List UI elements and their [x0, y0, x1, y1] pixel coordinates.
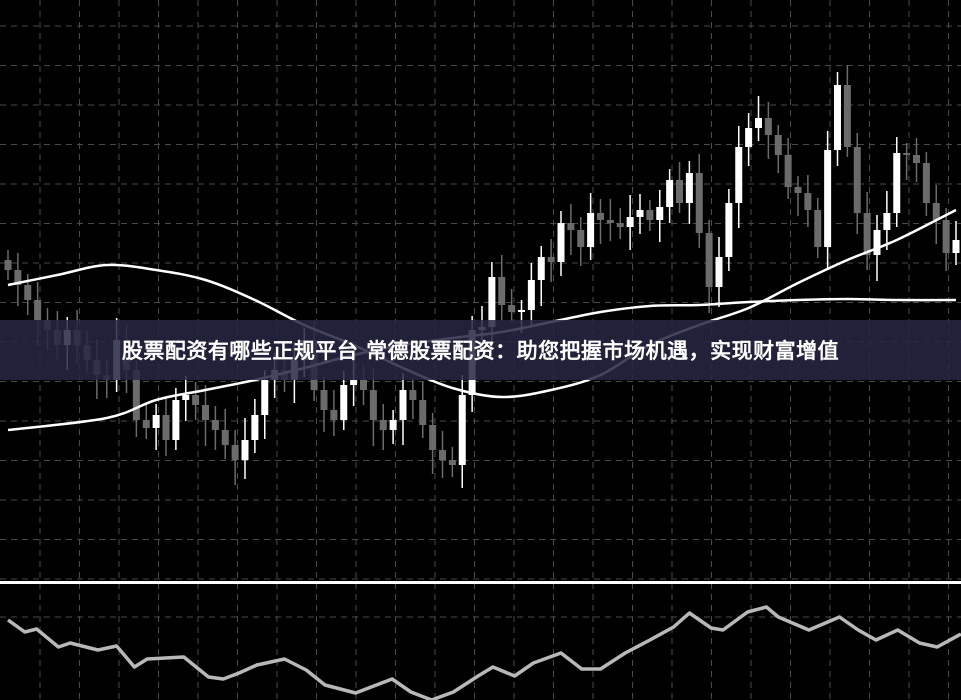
- moving-average-fast: [7, 208, 957, 399]
- candle-bearish: [24, 285, 32, 300]
- candle-bullish: [755, 118, 762, 128]
- candle-bearish: [211, 420, 219, 430]
- candle-bullish: [636, 210, 644, 217]
- candle-bearish: [439, 450, 446, 460]
- candle-bearish: [863, 213, 871, 255]
- candle-bullish: [883, 213, 891, 230]
- candle-bearish: [597, 213, 604, 220]
- candle-bullish: [725, 203, 733, 257]
- candle-bearish: [330, 410, 338, 420]
- candle-bearish: [903, 153, 911, 155]
- candle-bullish: [587, 213, 595, 247]
- candle-bearish: [221, 430, 229, 445]
- candle-bearish: [784, 155, 792, 187]
- panel-separator: [0, 581, 961, 584]
- candle-bearish: [913, 155, 920, 163]
- candle-bullish: [656, 207, 664, 220]
- candle-bearish: [132, 370, 140, 420]
- candle-bullish: [735, 147, 743, 203]
- candle-bullish: [824, 150, 832, 247]
- candle-bearish: [379, 420, 387, 430]
- candle-bullish: [518, 310, 525, 312]
- candle-bearish: [606, 220, 614, 223]
- candle-bullish: [152, 415, 160, 428]
- candle-bearish: [804, 193, 812, 210]
- candle-bearish: [616, 223, 624, 227]
- title-text: 股票配资有哪些正规平台 常德股票配资：助您把握市场机遇，实现财富增值: [121, 339, 840, 363]
- candle-bullish: [389, 420, 397, 430]
- title-banner: 股票配资有哪些正规平台 常德股票配资：助您把握市场机遇，实现财富增值: [0, 320, 961, 380]
- candle-bearish: [764, 118, 772, 135]
- candle-bullish: [893, 153, 901, 213]
- candle-bullish: [557, 223, 565, 262]
- candle-bullish: [685, 173, 693, 203]
- candle-bullish: [172, 400, 180, 440]
- candle-bearish: [4, 260, 12, 270]
- candle-bullish: [745, 128, 753, 147]
- candle-bearish: [192, 395, 200, 405]
- candle-bullish: [527, 280, 535, 310]
- candle-bullish: [251, 415, 259, 440]
- candle-bearish: [577, 230, 585, 247]
- candle-bearish: [932, 203, 940, 220]
- candle-bearish: [202, 405, 209, 420]
- candle-bearish: [419, 400, 427, 425]
- candle-bullish: [715, 257, 723, 287]
- candle-bearish: [320, 390, 328, 410]
- candle-bullish: [261, 380, 269, 415]
- candle-bearish: [448, 460, 456, 465]
- candle-bullish: [626, 217, 634, 227]
- candle-bullish: [182, 395, 190, 400]
- candle-bearish: [360, 380, 367, 390]
- candle-bearish: [942, 220, 950, 253]
- oscillator-line: [6, 605, 961, 700]
- candle-bearish: [409, 390, 417, 400]
- candle-bullish: [458, 395, 466, 465]
- candle-bearish: [794, 187, 802, 193]
- candle-bearish: [14, 270, 22, 285]
- candle-bullish: [340, 385, 348, 420]
- candle-bullish: [873, 230, 881, 255]
- candle-bearish: [695, 173, 703, 233]
- candle-bearish: [429, 425, 437, 450]
- candle-bearish: [369, 390, 377, 420]
- candle-bearish: [142, 420, 150, 428]
- candle-bearish: [508, 305, 516, 312]
- candle-bullish: [834, 85, 841, 150]
- candle-bearish: [547, 257, 555, 262]
- candle-bearish: [774, 135, 782, 155]
- candle-bullish: [399, 390, 407, 420]
- candle-bullish: [952, 240, 960, 253]
- candle-bullish: [537, 257, 545, 280]
- candle-bearish: [922, 163, 930, 203]
- candle-bullish: [666, 180, 674, 207]
- candle-bullish: [241, 440, 249, 460]
- candle-bearish: [567, 223, 575, 230]
- candle-bearish: [162, 415, 170, 440]
- candle-bearish: [853, 147, 861, 213]
- candle-bearish: [34, 300, 42, 320]
- candle-bearish: [705, 233, 713, 287]
- candle-bearish: [843, 85, 851, 147]
- candle-bullish: [488, 277, 496, 327]
- candle-bearish: [498, 277, 506, 305]
- candle-bullish: [350, 380, 358, 385]
- candle-bearish: [231, 445, 239, 460]
- candle-bearish: [676, 180, 683, 203]
- candle-bearish: [814, 210, 822, 247]
- candle-bearish: [646, 210, 654, 220]
